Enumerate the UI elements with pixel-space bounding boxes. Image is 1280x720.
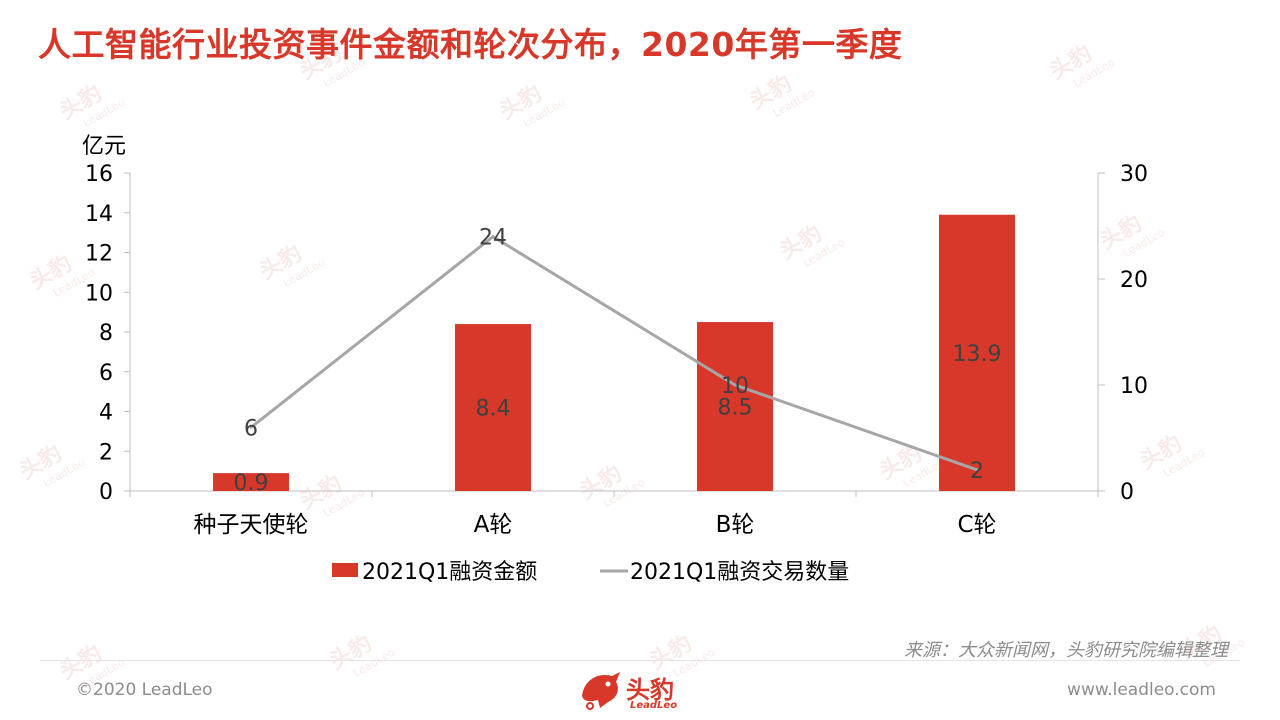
logo-subtext: LeadLeo: [630, 700, 678, 711]
right-tick-label: 30: [1120, 162, 1148, 187]
line-value-label: 6: [244, 416, 258, 441]
website-link[interactable]: www.leadleo.com: [1067, 680, 1216, 700]
line-point: [249, 425, 253, 429]
left-tick-label: 2: [99, 440, 113, 465]
legend-bar-label: 2021Q1融资金额: [362, 560, 537, 585]
line-value-label: 10: [721, 374, 749, 399]
legend: 2021Q1融资金额 2021Q1融资交易数量: [332, 560, 849, 585]
left-tick-label: 10: [85, 281, 113, 306]
data-labels: 0.9 8.4 8.5 13.9 6 24 10 2: [234, 226, 1002, 496]
right-tick-label: 20: [1120, 268, 1148, 293]
right-y-axis: 0 10 20 30: [1097, 162, 1148, 505]
line-value-label: 24: [479, 226, 507, 251]
footer-divider: [40, 660, 1240, 661]
line-point: [491, 235, 495, 239]
left-tick-label: 0: [99, 480, 113, 505]
line-point: [733, 383, 737, 387]
bar: [697, 322, 773, 491]
right-tick-label: 0: [1120, 480, 1134, 505]
x-tick-label: B轮: [716, 512, 755, 538]
right-tick-label: 10: [1120, 374, 1148, 399]
brand-logo: 头豹 LeadLeo: [578, 666, 708, 716]
bar-value-label: 0.9: [234, 471, 269, 496]
left-y-axis: 0 2 4 6 8 10 12 14 16: [85, 162, 131, 505]
line-series: [249, 234, 979, 472]
source-note: 来源：大众新闻网，头豹研究院编辑整理: [904, 640, 1228, 661]
left-tick-label: 4: [99, 401, 113, 426]
left-tick-label: 12: [85, 242, 113, 267]
line-value-label: 2: [970, 459, 984, 484]
x-tick-label: A轮: [474, 512, 513, 538]
legend-line-label: 2021Q1融资交易数量: [630, 560, 849, 585]
leopard-icon: [582, 672, 620, 710]
bar: [939, 214, 1015, 492]
bar-value-label: 8.4: [476, 397, 511, 422]
bar-value-label: 8.5: [718, 396, 753, 421]
bar: [213, 473, 289, 491]
copyright-text: ©2020 LeadLeo: [76, 680, 213, 700]
bar: [455, 324, 531, 491]
legend-bar-swatch: [332, 563, 358, 577]
left-tick-label: 8: [99, 321, 113, 346]
logo-text: 头豹: [626, 676, 674, 704]
line-path: [250, 234, 978, 472]
left-tick-label: 14: [85, 202, 113, 227]
x-tick-label: C轮: [957, 512, 996, 538]
page-title: 人工智能行业投资事件金额和轮次分布，2020年第一季度: [38, 25, 903, 64]
line-point: [975, 468, 979, 472]
watermark: 头豹 LeadLeo: [325, 631, 398, 680]
left-tick-label: 6: [99, 361, 113, 386]
x-axis: 种子天使轮 A轮 B轮 C轮: [129, 490, 1099, 538]
y-axis-label: 亿元: [82, 134, 126, 159]
bar-series: [213, 214, 1015, 492]
bar-value-label: 13.9: [953, 342, 1002, 367]
left-tick-label: 16: [85, 162, 113, 187]
x-tick-label: 种子天使轮: [194, 512, 309, 538]
